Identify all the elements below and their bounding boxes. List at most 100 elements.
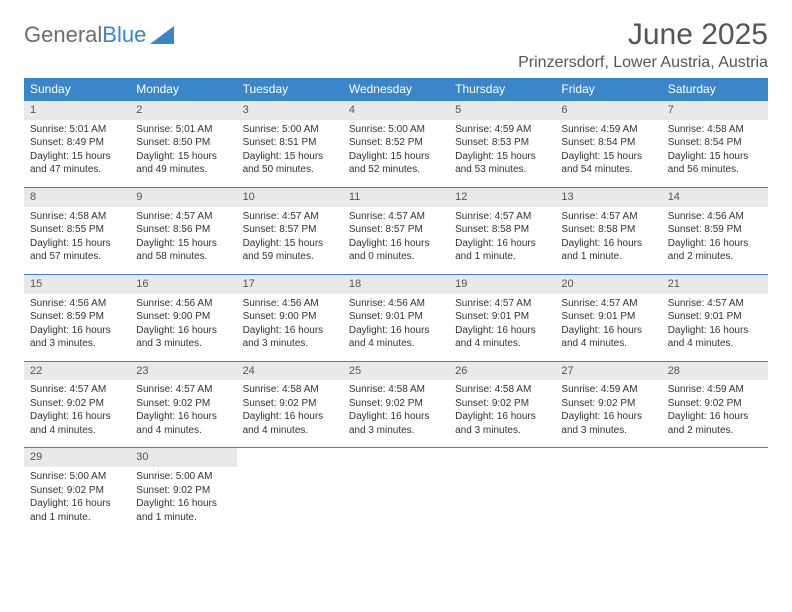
day-details: Sunrise: 4:59 AMSunset: 8:54 PMDaylight:… (555, 120, 661, 187)
detail-sunrise: Sunrise: 4:57 AM (136, 383, 230, 397)
calendar-day-cell: 20Sunrise: 4:57 AMSunset: 9:01 PMDayligh… (555, 274, 661, 361)
day-details: Sunrise: 5:00 AMSunset: 8:52 PMDaylight:… (343, 120, 449, 187)
day-details: Sunrise: 4:58 AMSunset: 9:02 PMDaylight:… (237, 380, 343, 447)
calendar-day-cell: 26Sunrise: 4:58 AMSunset: 9:02 PMDayligh… (449, 361, 555, 448)
detail-sunset: Sunset: 8:57 PM (349, 223, 443, 237)
calendar-day-cell: 21Sunrise: 4:57 AMSunset: 9:01 PMDayligh… (662, 274, 768, 361)
detail-daylight2: and 50 minutes. (243, 163, 337, 177)
day-number: 6 (555, 101, 661, 120)
detail-daylight2: and 57 minutes. (30, 250, 124, 264)
detail-sunrise: Sunrise: 4:56 AM (30, 297, 124, 311)
detail-daylight2: and 49 minutes. (136, 163, 230, 177)
detail-daylight1: Daylight: 16 hours (30, 410, 124, 424)
calendar-day-cell: 19Sunrise: 4:57 AMSunset: 9:01 PMDayligh… (449, 274, 555, 361)
detail-sunrise: Sunrise: 4:57 AM (30, 383, 124, 397)
calendar-table: Sunday Monday Tuesday Wednesday Thursday… (24, 78, 768, 534)
detail-daylight2: and 3 minutes. (30, 337, 124, 351)
day-details: Sunrise: 4:57 AMSunset: 8:57 PMDaylight:… (343, 207, 449, 274)
detail-sunrise: Sunrise: 4:57 AM (561, 210, 655, 224)
detail-sunrise: Sunrise: 4:58 AM (349, 383, 443, 397)
day-details: Sunrise: 4:56 AMSunset: 8:59 PMDaylight:… (24, 294, 130, 361)
calendar-day-cell: 6Sunrise: 4:59 AMSunset: 8:54 PMDaylight… (555, 101, 661, 188)
detail-daylight1: Daylight: 15 hours (136, 150, 230, 164)
calendar-day-cell: 16Sunrise: 4:56 AMSunset: 9:00 PMDayligh… (130, 274, 236, 361)
detail-sunrise: Sunrise: 4:57 AM (668, 297, 762, 311)
detail-sunset: Sunset: 8:54 PM (668, 136, 762, 150)
detail-sunrise: Sunrise: 4:58 AM (455, 383, 549, 397)
day-details: Sunrise: 4:56 AMSunset: 9:00 PMDaylight:… (130, 294, 236, 361)
detail-sunset: Sunset: 8:53 PM (455, 136, 549, 150)
calendar-page: GeneralBlue June 2025 Prinzersdorf, Lowe… (0, 0, 792, 552)
day-number: 10 (237, 188, 343, 207)
day-details: Sunrise: 5:00 AMSunset: 8:51 PMDaylight:… (237, 120, 343, 187)
calendar-day-cell: 17Sunrise: 4:56 AMSunset: 9:00 PMDayligh… (237, 274, 343, 361)
detail-daylight2: and 52 minutes. (349, 163, 443, 177)
detail-sunrise: Sunrise: 4:56 AM (349, 297, 443, 311)
detail-daylight1: Daylight: 16 hours (136, 410, 230, 424)
day-number: 14 (662, 188, 768, 207)
calendar-day-cell: 5Sunrise: 4:59 AMSunset: 8:53 PMDaylight… (449, 101, 555, 188)
calendar-day-cell: 18Sunrise: 4:56 AMSunset: 9:01 PMDayligh… (343, 274, 449, 361)
detail-daylight1: Daylight: 16 hours (136, 324, 230, 338)
day-details: Sunrise: 4:57 AMSunset: 9:01 PMDaylight:… (662, 294, 768, 361)
day-details: Sunrise: 4:58 AMSunset: 9:02 PMDaylight:… (343, 380, 449, 447)
detail-daylight1: Daylight: 15 hours (561, 150, 655, 164)
detail-sunset: Sunset: 8:54 PM (561, 136, 655, 150)
weekday-header: Monday (130, 78, 236, 101)
detail-daylight2: and 4 minutes. (243, 424, 337, 438)
day-number: 21 (662, 275, 768, 294)
day-number: 1 (24, 101, 130, 120)
calendar-day-cell: 8Sunrise: 4:58 AMSunset: 8:55 PMDaylight… (24, 187, 130, 274)
calendar-day-cell: 11Sunrise: 4:57 AMSunset: 8:57 PMDayligh… (343, 187, 449, 274)
detail-sunrise: Sunrise: 5:01 AM (30, 123, 124, 137)
detail-sunrise: Sunrise: 4:57 AM (561, 297, 655, 311)
detail-sunset: Sunset: 8:50 PM (136, 136, 230, 150)
detail-sunrise: Sunrise: 4:57 AM (136, 210, 230, 224)
detail-sunset: Sunset: 8:51 PM (243, 136, 337, 150)
day-number: 5 (449, 101, 555, 120)
day-number: 18 (343, 275, 449, 294)
day-number: 17 (237, 275, 343, 294)
day-number: 26 (449, 362, 555, 381)
detail-daylight1: Daylight: 15 hours (668, 150, 762, 164)
day-details: Sunrise: 4:57 AMSunset: 8:57 PMDaylight:… (237, 207, 343, 274)
calendar-body: 1Sunrise: 5:01 AMSunset: 8:49 PMDaylight… (24, 101, 768, 535)
calendar-day-cell: 15Sunrise: 4:56 AMSunset: 8:59 PMDayligh… (24, 274, 130, 361)
detail-daylight1: Daylight: 16 hours (561, 324, 655, 338)
calendar-header-row: Sunday Monday Tuesday Wednesday Thursday… (24, 78, 768, 101)
detail-daylight2: and 1 minute. (30, 511, 124, 525)
detail-sunset: Sunset: 9:01 PM (455, 310, 549, 324)
detail-sunrise: Sunrise: 4:59 AM (455, 123, 549, 137)
detail-daylight1: Daylight: 16 hours (455, 324, 549, 338)
day-number: 9 (130, 188, 236, 207)
day-details: Sunrise: 4:59 AMSunset: 9:02 PMDaylight:… (555, 380, 661, 447)
detail-sunset: Sunset: 8:58 PM (561, 223, 655, 237)
detail-sunrise: Sunrise: 4:57 AM (455, 297, 549, 311)
detail-sunrise: Sunrise: 4:57 AM (455, 210, 549, 224)
detail-sunset: Sunset: 9:02 PM (455, 397, 549, 411)
weekday-header: Saturday (662, 78, 768, 101)
detail-daylight2: and 4 minutes. (561, 337, 655, 351)
calendar-day-cell (449, 448, 555, 534)
calendar-day-cell: 12Sunrise: 4:57 AMSunset: 8:58 PMDayligh… (449, 187, 555, 274)
day-details: Sunrise: 4:59 AMSunset: 8:53 PMDaylight:… (449, 120, 555, 187)
detail-daylight1: Daylight: 16 hours (30, 497, 124, 511)
calendar-day-cell (343, 448, 449, 534)
calendar-day-cell: 9Sunrise: 4:57 AMSunset: 8:56 PMDaylight… (130, 187, 236, 274)
detail-daylight2: and 4 minutes. (668, 337, 762, 351)
detail-sunset: Sunset: 8:57 PM (243, 223, 337, 237)
weekday-header: Sunday (24, 78, 130, 101)
detail-daylight2: and 53 minutes. (455, 163, 549, 177)
detail-sunrise: Sunrise: 4:56 AM (668, 210, 762, 224)
day-number: 2 (130, 101, 236, 120)
calendar-day-cell: 7Sunrise: 4:58 AMSunset: 8:54 PMDaylight… (662, 101, 768, 188)
detail-sunrise: Sunrise: 5:00 AM (30, 470, 124, 484)
detail-daylight2: and 3 minutes. (455, 424, 549, 438)
day-details: Sunrise: 5:01 AMSunset: 8:49 PMDaylight:… (24, 120, 130, 187)
day-number: 12 (449, 188, 555, 207)
detail-sunset: Sunset: 9:02 PM (30, 484, 124, 498)
detail-sunset: Sunset: 9:02 PM (243, 397, 337, 411)
detail-sunrise: Sunrise: 5:00 AM (243, 123, 337, 137)
detail-sunrise: Sunrise: 5:00 AM (349, 123, 443, 137)
day-number: 7 (662, 101, 768, 120)
